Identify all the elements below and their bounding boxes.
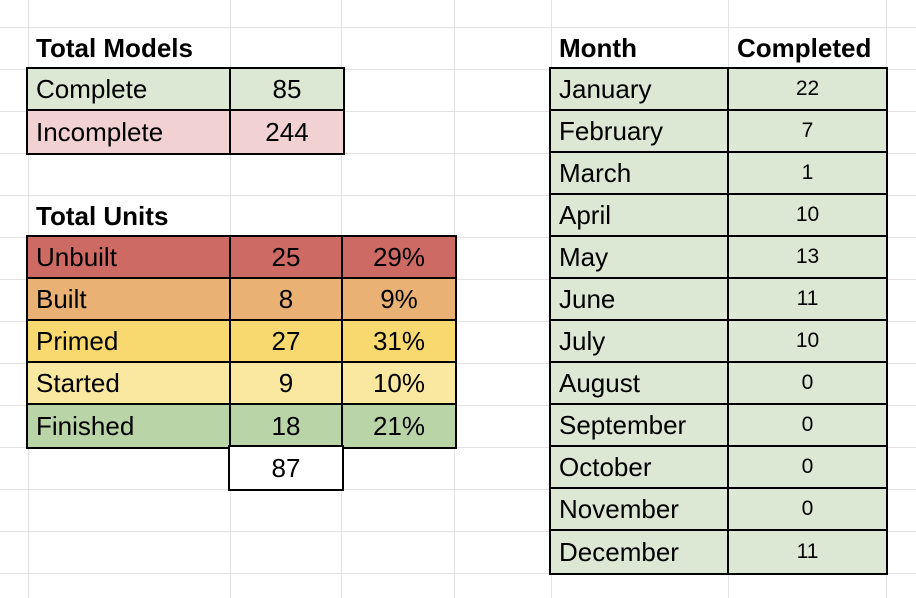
- cell-primed-label[interactable]: Primed: [28, 321, 231, 363]
- gridline: [0, 153, 916, 154]
- cell-month-completed[interactable]: 1: [729, 153, 886, 195]
- cell-month[interactable]: August: [551, 363, 729, 405]
- cell-incomplete-label[interactable]: Incomplete: [28, 111, 231, 153]
- total-models-table: Complete 85 Incomplete 244: [26, 67, 345, 155]
- cell-units-total[interactable]: 87: [230, 447, 342, 489]
- gridline: [0, 279, 916, 280]
- cell-month-completed[interactable]: 7: [729, 111, 886, 153]
- cell-finished-percent[interactable]: 21%: [343, 405, 455, 447]
- cell-month[interactable]: December: [551, 531, 729, 573]
- cell-unbuilt-label[interactable]: Unbuilt: [28, 237, 231, 279]
- gridline: [0, 237, 916, 238]
- cell-month[interactable]: July: [551, 321, 729, 363]
- cell-built-value[interactable]: 8: [231, 279, 343, 321]
- cell-primed-percent[interactable]: 31%: [343, 321, 455, 363]
- gridline: [0, 405, 916, 406]
- monthly-completed-table: January 22 February 7 March 1 April 10 M…: [549, 67, 888, 575]
- cell-started-label[interactable]: Started: [28, 363, 231, 405]
- gridline: [0, 447, 916, 448]
- cell-month-completed[interactable]: 0: [729, 363, 886, 405]
- total-units-title[interactable]: Total Units: [36, 201, 169, 231]
- cell-month[interactable]: April: [551, 195, 729, 237]
- gridline: [0, 489, 916, 490]
- gridline: [0, 27, 916, 28]
- gridline: [0, 363, 916, 364]
- cell-primed-value[interactable]: 27: [231, 321, 343, 363]
- cell-unbuilt-value[interactable]: 25: [231, 237, 343, 279]
- cell-month-completed[interactable]: 10: [729, 321, 886, 363]
- gridline: [0, 69, 916, 70]
- month-column-header[interactable]: Month: [559, 33, 637, 63]
- cell-month-completed[interactable]: 13: [729, 237, 886, 279]
- total-models-title[interactable]: Total Models: [36, 33, 193, 63]
- cell-month-completed[interactable]: 10: [729, 195, 886, 237]
- gridline: [0, 111, 916, 112]
- cell-started-percent[interactable]: 10%: [343, 363, 455, 405]
- cell-month[interactable]: May: [551, 237, 729, 279]
- cell-month[interactable]: June: [551, 279, 729, 321]
- gridline: [0, 531, 916, 532]
- gridline: [0, 195, 916, 196]
- cell-month[interactable]: March: [551, 153, 729, 195]
- cell-built-percent[interactable]: 9%: [343, 279, 455, 321]
- cell-incomplete-value[interactable]: 244: [231, 111, 343, 153]
- cell-started-value[interactable]: 9: [231, 363, 343, 405]
- cell-month-completed[interactable]: 22: [729, 69, 886, 111]
- cell-month-completed[interactable]: 11: [729, 531, 886, 573]
- gridline: [0, 321, 916, 322]
- cell-month-completed[interactable]: 11: [729, 279, 886, 321]
- total-units-table: Unbuilt 25 29% Built 8 9% Primed 27 31% …: [26, 235, 457, 449]
- cell-complete-label[interactable]: Complete: [28, 69, 231, 111]
- cell-finished-label[interactable]: Finished: [28, 405, 231, 447]
- cell-month-completed[interactable]: 0: [729, 405, 886, 447]
- cell-finished-value[interactable]: 18: [231, 405, 343, 447]
- cell-complete-value[interactable]: 85: [231, 69, 343, 111]
- cell-built-label[interactable]: Built: [28, 279, 231, 321]
- completed-column-header[interactable]: Completed: [737, 33, 872, 63]
- cell-month-completed[interactable]: 0: [729, 447, 886, 489]
- cell-month[interactable]: November: [551, 489, 729, 531]
- cell-unbuilt-percent[interactable]: 29%: [343, 237, 455, 279]
- units-total-table: 87: [228, 445, 344, 491]
- cell-month[interactable]: January: [551, 69, 729, 111]
- cell-month[interactable]: February: [551, 111, 729, 153]
- cell-month[interactable]: September: [551, 405, 729, 447]
- cell-month[interactable]: October: [551, 447, 729, 489]
- gridline: [0, 573, 916, 574]
- cell-month-completed[interactable]: 0: [729, 489, 886, 531]
